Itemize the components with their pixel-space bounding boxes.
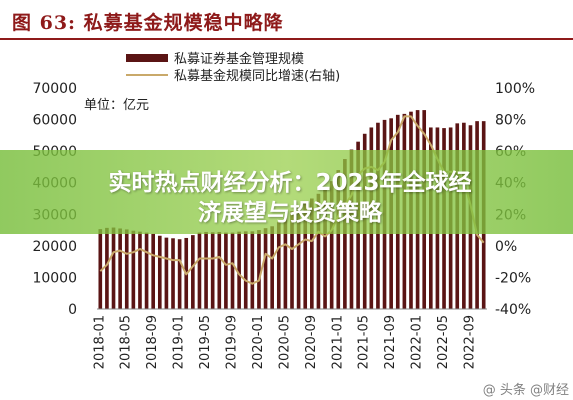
bar-mark	[243, 231, 248, 309]
bar-mark	[270, 226, 274, 309]
bar-mark	[224, 232, 228, 309]
bar-mark	[263, 228, 268, 309]
x-tick-label: 2022-09	[462, 315, 477, 369]
x-tick-label: 2021-01	[330, 315, 345, 369]
legend-line-label: 私募基金规模同比增速(右轴)	[174, 69, 341, 84]
x-tick-label: 2018-09	[145, 315, 160, 369]
bar-mark	[171, 238, 175, 309]
x-tick-label: 2021-05	[357, 315, 372, 369]
bar-mark	[144, 232, 149, 309]
bar-mark	[237, 231, 241, 309]
y-left-tick-label: 70000	[32, 81, 77, 97]
bar-mark	[296, 206, 301, 309]
banner-headline: 实时热点财经分析：2023年全球经 济展望与投资策略	[60, 168, 520, 228]
bar-mark	[118, 228, 122, 309]
bar-mark	[157, 235, 162, 309]
bar-mark	[316, 193, 321, 309]
overlay-banner	[0, 150, 573, 234]
legend-item-line: 私募基金规模同比增速(右轴)	[126, 66, 341, 84]
title-rule	[0, 38, 573, 40]
bar-mark	[283, 218, 288, 309]
source-watermark: @ 头条 @财经	[482, 383, 569, 398]
bar-mark	[138, 231, 142, 309]
bar-mark	[124, 229, 129, 309]
y-right-tick-label: 80%	[495, 113, 526, 129]
unit-label: 单位：亿元	[84, 98, 150, 113]
legend-item-bar: 私募证券基金管理规模	[126, 49, 340, 67]
x-tick-label: 2021-09	[383, 315, 398, 369]
bar-mark	[290, 211, 294, 309]
banner-line-1: 实时热点财经分析：2023年全球经	[108, 170, 472, 196]
y-left-tick-label: 60000	[32, 113, 77, 129]
y-left-tick-label: 20000	[32, 239, 77, 255]
figure-title: 图 63: 私募基金规模稳中略降	[12, 12, 284, 34]
bar-mark	[303, 202, 308, 309]
bar-mark	[105, 227, 109, 309]
bar-mark	[343, 159, 347, 309]
x-tick-label: 2018-05	[119, 315, 134, 369]
figure-header: 图 63: 私募基金规模稳中略降	[0, 0, 573, 40]
bar-mark	[250, 231, 255, 309]
legend-bar-label: 私募证券基金管理规模	[174, 52, 305, 67]
banner-line-2: 济展望与投资策略	[198, 200, 382, 226]
bar-mark	[191, 235, 195, 309]
x-tick-label: 2020-05	[277, 315, 292, 369]
bar-mark	[336, 170, 341, 309]
legend-line-swatch	[126, 73, 168, 76]
growth-line	[99, 115, 485, 285]
chart-legend: 私募证券基金管理规模 私募基金规模同比增速(右轴)	[126, 49, 341, 84]
y-right-tick-label: 0%	[495, 239, 517, 255]
bar-mark	[210, 232, 215, 309]
bar-mark	[257, 230, 261, 309]
y-right-tick-label: -40%	[495, 302, 531, 318]
x-tick-label: 2018-01	[92, 315, 107, 369]
bar-mark	[276, 222, 281, 309]
bar-mark	[217, 231, 222, 309]
bar-mark	[151, 233, 156, 309]
bar-mark	[329, 181, 334, 309]
legend-bar-swatch	[126, 53, 168, 62]
bar-mark	[111, 227, 116, 309]
x-tick-label: 2020-09	[304, 315, 319, 369]
bar-mark	[131, 230, 136, 309]
bar-mark	[197, 232, 202, 309]
x-tick-label: 2020-01	[251, 315, 266, 369]
x-tick-label: 2022-05	[436, 315, 451, 369]
bar-mark	[310, 198, 314, 309]
x-tick-label: 2019-09	[225, 315, 240, 369]
x-tick-label: 2019-01	[172, 315, 187, 369]
x-tick-label: 2019-05	[198, 315, 213, 369]
bar-mark	[164, 237, 169, 309]
x-tick-label: 2022-01	[410, 315, 425, 369]
y-right-tick-label: 100%	[495, 81, 535, 97]
y-left-tick-label: 0	[68, 302, 77, 318]
y-left-tick-label: 10000	[32, 270, 77, 286]
bar-mark	[323, 189, 327, 309]
bar-mark	[177, 239, 182, 309]
y-right-tick-label: -20%	[495, 270, 531, 286]
bar-mark	[204, 231, 208, 309]
bar-mark	[98, 229, 103, 309]
bar-mark	[230, 232, 235, 309]
